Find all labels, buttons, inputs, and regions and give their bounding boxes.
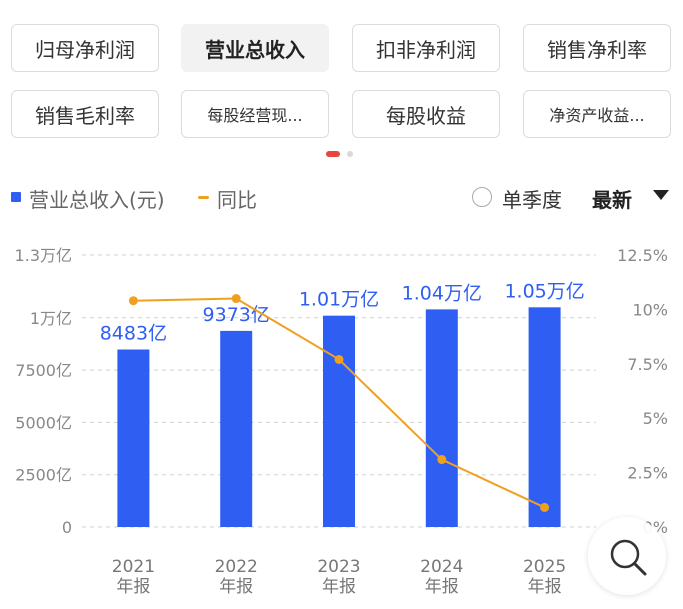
tab-eps[interactable]: 每股收益 bbox=[352, 90, 500, 138]
y-left-tick-label: 0 bbox=[62, 518, 72, 537]
data-label: 1.05万亿 bbox=[504, 280, 584, 302]
data-label: 8483亿 bbox=[100, 323, 167, 345]
quarter-radio[interactable] bbox=[472, 187, 492, 207]
yoy-point bbox=[334, 354, 344, 364]
data-label: 9373亿 bbox=[203, 304, 270, 326]
tab-operating-cashflow-per-share[interactable]: 每股经营现... bbox=[181, 90, 329, 138]
tab-roe[interactable]: 净资产收益... bbox=[523, 90, 671, 138]
chart-legend-bar: 营业总收入(元) 同比 单季度 最新 bbox=[0, 180, 683, 214]
tab-gross-margin[interactable]: 销售毛利率 bbox=[11, 90, 159, 138]
line-series-label: 同比 bbox=[217, 188, 257, 212]
search-button[interactable] bbox=[588, 517, 666, 595]
data-label: 1.01万亿 bbox=[299, 289, 379, 311]
bar-series-swatch bbox=[11, 192, 21, 202]
y-left-tick-label: 1万亿 bbox=[30, 309, 72, 328]
x-tick-label: 2024 年报 bbox=[420, 557, 463, 597]
y-left-tick-label: 5000亿 bbox=[15, 413, 72, 432]
yoy-point bbox=[540, 502, 550, 512]
yoy-point bbox=[437, 455, 447, 465]
tab-total-revenue[interactable]: 营业总收入 bbox=[181, 24, 329, 72]
bar bbox=[117, 349, 150, 527]
caret-down-icon[interactable] bbox=[653, 190, 669, 200]
page-dot-active[interactable] bbox=[326, 151, 340, 157]
bar bbox=[220, 330, 253, 527]
revenue-chart: 02500亿5000亿7500亿1万亿1.3万亿0%2.5%5%7.5%10%1… bbox=[15, 246, 668, 597]
search-icon bbox=[610, 539, 647, 576]
y-left-tick-label: 7500亿 bbox=[15, 361, 72, 380]
metric-tabs: 归母净利润 营业总收入 扣非净利润 销售净利率 销售毛利率 每股经营现... 每… bbox=[0, 0, 683, 150]
y-left-tick-label: 2500亿 bbox=[15, 466, 72, 485]
x-tick-label: 2023 年报 bbox=[317, 557, 360, 597]
x-tick-label: 2025 年报 bbox=[523, 557, 566, 597]
bar-series-label: 营业总收入(元) bbox=[29, 188, 165, 212]
y-right-tick-label: 5% bbox=[643, 409, 668, 428]
x-tick-label: 2022 年报 bbox=[215, 557, 258, 597]
x-tick-label: 2021 年报 bbox=[112, 557, 155, 597]
y-right-tick-label: 12.5% bbox=[617, 246, 668, 265]
sort-dropdown-label[interactable]: 最新 bbox=[592, 188, 632, 212]
page-dot-inactive[interactable] bbox=[347, 151, 353, 157]
tab-net-profit-margin[interactable]: 销售净利率 bbox=[523, 24, 671, 72]
yoy-point bbox=[231, 294, 241, 304]
y-right-tick-label: 2.5% bbox=[627, 464, 668, 483]
bar bbox=[528, 307, 561, 527]
tab-net-profit-non-recurring[interactable]: 扣非净利润 bbox=[352, 24, 500, 72]
line-series-swatch bbox=[198, 196, 209, 199]
bar bbox=[323, 315, 355, 527]
y-right-tick-label: 10% bbox=[632, 300, 668, 319]
quarter-toggle-label[interactable]: 单季度 bbox=[502, 188, 562, 212]
y-left-tick-label: 1.3万亿 bbox=[15, 246, 72, 265]
bar bbox=[425, 309, 458, 527]
tab-net-profit-attributable[interactable]: 归母净利润 bbox=[11, 24, 159, 72]
yoy-point bbox=[128, 296, 138, 306]
data-label: 1.04万亿 bbox=[402, 282, 482, 304]
y-right-tick-label: 7.5% bbox=[627, 355, 668, 374]
